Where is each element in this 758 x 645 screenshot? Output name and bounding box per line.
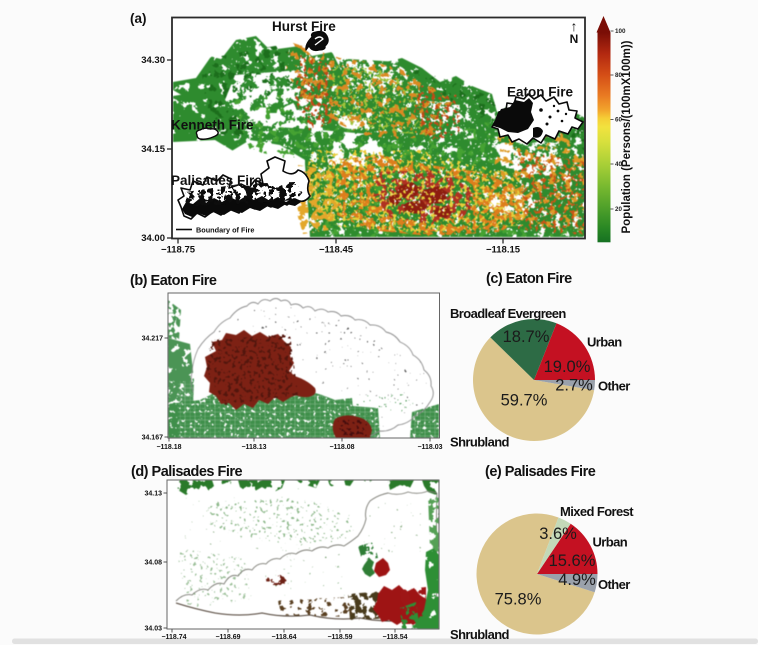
svg-text:34.08: 34.08 <box>144 560 162 567</box>
svg-text:Eaton Fire: Eaton Fire <box>507 85 574 100</box>
svg-text:(b) Eaton Fire: (b) Eaton Fire <box>130 273 217 289</box>
svg-text:Urban: Urban <box>593 535 628 550</box>
svg-text:60: 60 <box>615 117 623 124</box>
svg-text:34.167: 34.167 <box>142 435 164 442</box>
svg-text:19.0%: 19.0% <box>544 358 591 376</box>
svg-text:3.6%: 3.6% <box>539 525 577 543</box>
svg-text:34.217: 34.217 <box>142 336 164 343</box>
svg-text:Other: Other <box>598 577 630 592</box>
svg-text:80: 80 <box>615 72 623 79</box>
svg-text:−118.15: −118.15 <box>486 245 521 256</box>
svg-text:34.00: 34.00 <box>141 233 165 244</box>
svg-text:Hurst Fire: Hurst Fire <box>272 19 336 34</box>
svg-text:34.13: 34.13 <box>144 491 162 498</box>
svg-text:−118.54: −118.54 <box>382 634 407 641</box>
svg-text:15.6%: 15.6% <box>549 552 596 570</box>
svg-text:34.30: 34.30 <box>141 55 165 66</box>
svg-text:−118.18: −118.18 <box>156 444 181 451</box>
svg-text:−118.69: −118.69 <box>215 634 240 641</box>
svg-text:40: 40 <box>615 161 623 168</box>
svg-text:4.9%: 4.9% <box>558 571 596 589</box>
svg-text:18.7%: 18.7% <box>503 328 550 346</box>
svg-text:59.7%: 59.7% <box>501 392 548 410</box>
svg-text:100: 100 <box>615 28 626 35</box>
svg-text:−118.74: −118.74 <box>161 634 186 641</box>
svg-text:Palisades Fire: Palisades Fire <box>171 173 262 188</box>
svg-text:−118.75: −118.75 <box>161 245 196 256</box>
svg-text:(e) Palisades Fire: (e) Palisades Fire <box>485 464 596 480</box>
svg-text:−118.08: −118.08 <box>329 444 354 451</box>
svg-text:(c) Eaton Fire: (c) Eaton Fire <box>486 271 572 287</box>
svg-text:↑: ↑ <box>571 18 578 34</box>
svg-text:34.15: 34.15 <box>141 144 165 155</box>
svg-text:Boundary of Fire: Boundary of Fire <box>196 226 254 235</box>
svg-text:−118.59: −118.59 <box>327 634 352 641</box>
svg-text:Other: Other <box>598 379 630 394</box>
svg-text:N: N <box>570 32 579 46</box>
svg-text:−118.13: −118.13 <box>241 444 266 451</box>
svg-text:34.03: 34.03 <box>144 626 162 633</box>
svg-text:20: 20 <box>615 206 623 213</box>
svg-text:(a): (a) <box>130 11 147 26</box>
svg-text:Kenneth Fire: Kenneth Fire <box>171 118 254 133</box>
svg-text:−118.03: −118.03 <box>417 444 442 451</box>
svg-text:−118.45: −118.45 <box>319 245 354 256</box>
svg-text:75.8%: 75.8% <box>495 591 542 609</box>
svg-text:Urban: Urban <box>587 335 622 350</box>
svg-text:−118.64: −118.64 <box>271 634 296 641</box>
svg-text:(d) Palisades Fire: (d) Palisades Fire <box>131 464 243 480</box>
svg-text:Mixed Forest: Mixed Forest <box>560 504 634 519</box>
svg-text:2.7%: 2.7% <box>555 377 593 395</box>
svg-text:Shrubland: Shrubland <box>450 435 510 450</box>
svg-text:Shrubland: Shrubland <box>450 627 510 642</box>
svg-text:Broadleaf Evergreen: Broadleaf Evergreen <box>450 306 566 321</box>
svg-text:Population (Persons/(100mX100m: Population (Persons/(100mX100m)) <box>621 40 633 233</box>
